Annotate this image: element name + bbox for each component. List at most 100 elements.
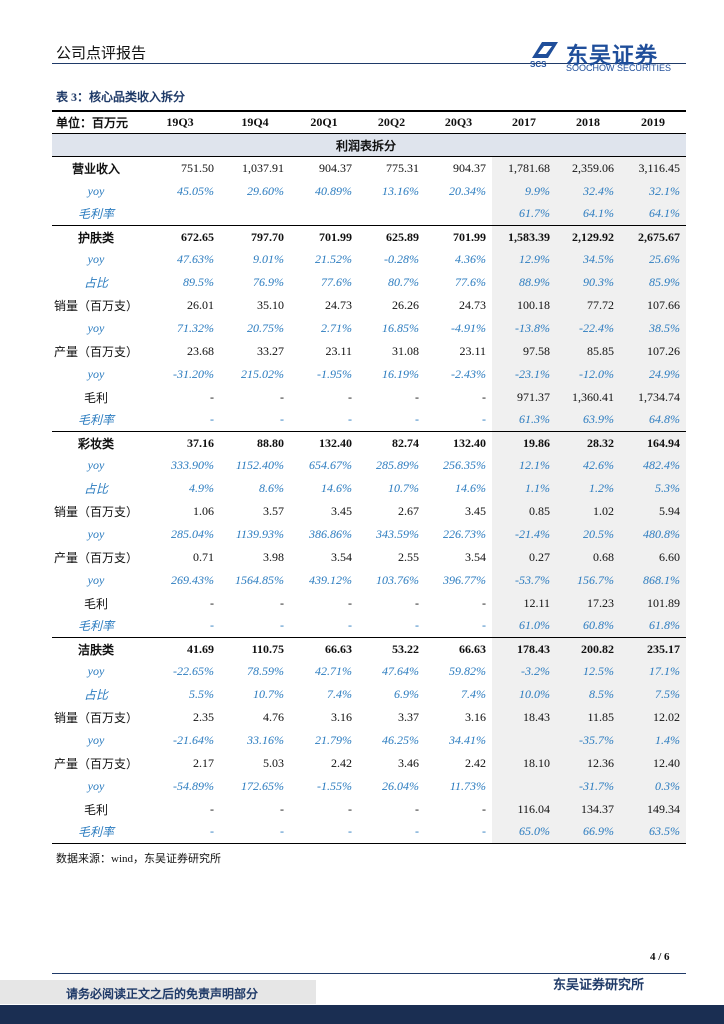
cell: 7.4% (327, 687, 352, 702)
cell: 1.1% (492, 477, 556, 501)
cell: 0.85 (492, 500, 556, 524)
table-row: 毛利 - - - - -12.11 17.23 101.89 (52, 591, 686, 615)
cell: 61.8% (620, 614, 686, 638)
cell: -1.95% (317, 366, 352, 381)
cell: 23.11 (459, 343, 486, 358)
row-label: 毛利 (83, 802, 108, 817)
cell: -2.43% (451, 366, 486, 381)
cell: 0.68 (556, 545, 620, 569)
cell: 10.0% (492, 683, 556, 707)
cell: - (358, 820, 425, 844)
cell: 12.5% (556, 660, 620, 684)
cell: 88.9% (492, 271, 556, 295)
cell: 18.10 (492, 751, 556, 775)
table-row: yoy -21.64% 33.16% 21.79% 46.25% 34.41% -35.7%… (52, 729, 686, 752)
cell: -31.7% (556, 774, 620, 798)
cell: 971.37 (492, 385, 556, 409)
cell: 2,675.67 (620, 224, 686, 249)
row-label: yoy (87, 526, 105, 541)
logo-en: SOOCHOW SECURITIES (566, 63, 672, 73)
column-header: 19Q4 (220, 110, 290, 135)
cell: 672.65 (140, 224, 220, 249)
row-label: yoy (87, 664, 105, 679)
cell: 3,116.45 (620, 156, 686, 180)
cell: - (280, 412, 284, 427)
cell: 88.80 (220, 430, 290, 455)
cell: 132.40 (290, 430, 358, 455)
cell: 3.57 (263, 504, 284, 519)
table-row: yoy -31.20% 215.02% -1.95% 16.19% -2.43% -23.1… (52, 362, 686, 386)
cell: 33.27 (257, 343, 284, 358)
cell: 1.2% (556, 477, 620, 501)
cell: 28.32 (556, 430, 620, 455)
cell: -1.55% (317, 778, 352, 793)
row-label: yoy (87, 572, 105, 587)
cell: 38.5% (620, 317, 686, 340)
table-row: 洁肤类 41.69 110.75 66.63 53.22 66.63 178.43 200.8… (52, 636, 686, 661)
cell: - (290, 820, 358, 844)
cell: 110.75 (220, 636, 290, 661)
table-row: 产量（百万支） 0.71 3.98 3.54 2.55 3.54 0.27 0.68 6.60 (52, 545, 686, 569)
cell: 10.7% (253, 687, 284, 702)
row-label: 占比 (83, 688, 108, 703)
cell: -4.91% (451, 320, 486, 335)
cell: 101.89 (620, 591, 686, 615)
cell: - (210, 412, 214, 427)
cell: - (482, 618, 486, 633)
row-label: 护肤类 (52, 224, 140, 249)
cell: 90.3% (556, 271, 620, 295)
cell: 26.01 (187, 298, 214, 313)
cell: 100.18 (492, 294, 556, 318)
cell: 34.41% (449, 732, 486, 747)
cell: 2.42 (331, 755, 352, 770)
table-row: 毛利 - - - - -116.04 134.37 149.34 (52, 797, 686, 821)
cell: - (210, 618, 214, 633)
cell: - (348, 412, 352, 427)
cell: 2.55 (398, 549, 419, 564)
org-name: 东吴证券研究所 (553, 977, 645, 992)
cell: 285.89% (376, 458, 419, 473)
cell: - (415, 618, 419, 633)
table-row: 毛利率 61.7% 64.1% 64.1% (52, 202, 686, 226)
cell: 64.8% (620, 408, 686, 432)
cell: 59.82% (449, 664, 486, 679)
source-note: 数据来源：wind，东吴证券研究所 (56, 853, 221, 865)
logo-icon (532, 42, 558, 58)
cell: 10.7% (388, 481, 419, 496)
table-row: 销量（百万支） 2.35 4.76 3.16 3.37 3.16 18.43 11.85 12.… (52, 706, 686, 730)
row-label: yoy (87, 778, 105, 793)
cell: 4.76 (263, 710, 284, 725)
cell: 1.06 (193, 504, 214, 519)
cell: 103.76% (376, 572, 419, 587)
cell: -23.1% (492, 362, 556, 386)
cell: 1,583.39 (492, 224, 556, 249)
footer-band (0, 980, 316, 1004)
header-rule (52, 63, 686, 64)
cell: - (280, 389, 284, 404)
cell: 61.7% (492, 202, 556, 226)
cell: 85.85 (556, 339, 620, 363)
cell: - (220, 820, 290, 844)
cell: 164.94 (620, 430, 686, 455)
cell: 482.4% (620, 454, 686, 478)
cell: 47.64% (382, 664, 419, 679)
cell: 11.73% (449, 778, 486, 793)
header-row: 单位：百万元 19Q3 19Q4 20Q1 20Q2 20Q3 2017 2018 2019 (52, 110, 686, 135)
cell: 14.6% (321, 481, 352, 496)
cell: 23.11 (325, 343, 352, 358)
cell: 1,734.74 (620, 385, 686, 409)
cell: 701.99 (290, 224, 358, 249)
cell: 3.37 (398, 710, 419, 725)
cell: 178.43 (492, 636, 556, 661)
cell: 11.85 (556, 706, 620, 730)
cell: -22.65% (173, 664, 214, 679)
cell: 3.54 (331, 549, 352, 564)
column-header: 2019 (620, 110, 686, 135)
cell: 1.02 (556, 500, 620, 524)
column-header: 2017 (492, 110, 556, 135)
cell: 1139.93% (235, 526, 284, 541)
cell: 66.63 (425, 636, 492, 661)
table-row: 毛利 - - - - -971.37 1,360.41 1,734.74 (52, 385, 686, 409)
cell: 35.10 (257, 298, 284, 313)
cell (220, 203, 290, 226)
